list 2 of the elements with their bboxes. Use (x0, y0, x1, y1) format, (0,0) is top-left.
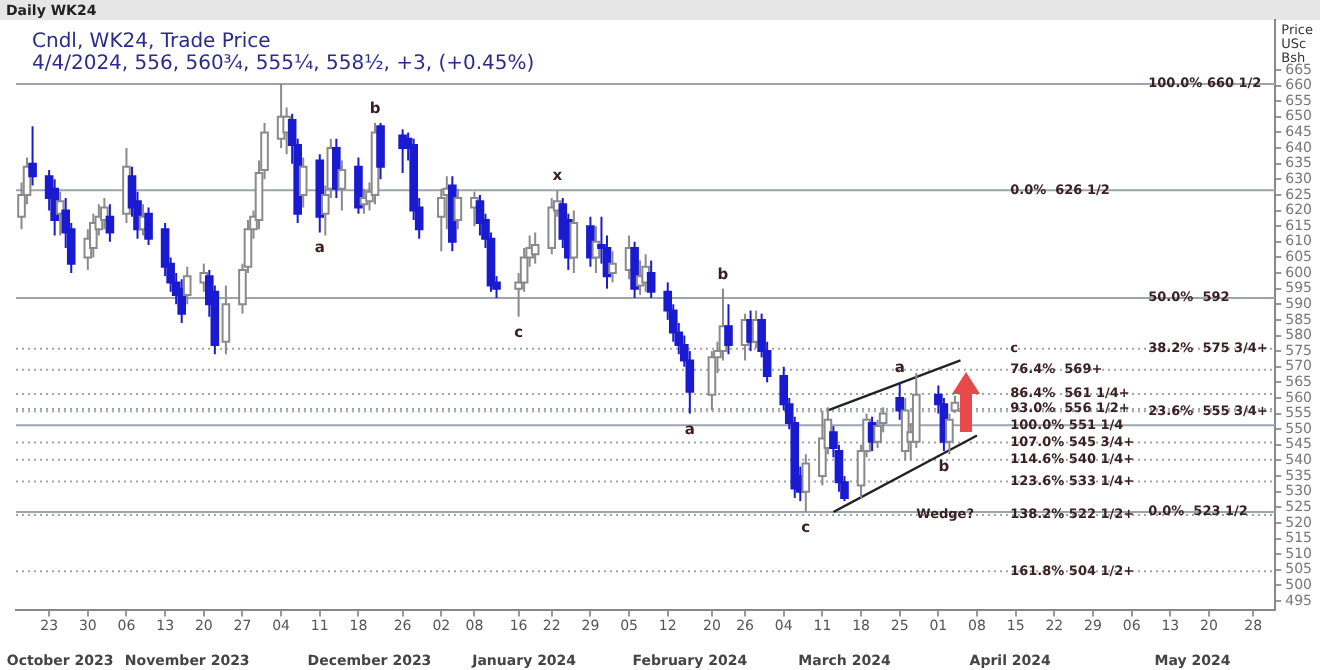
text: Cndl, WK24, Trade Price (32, 31, 271, 54)
annotation: 4/4/2024, 556, 560¾, 555¼, 558½, +3, (+0.45%) (32, 53, 535, 76)
